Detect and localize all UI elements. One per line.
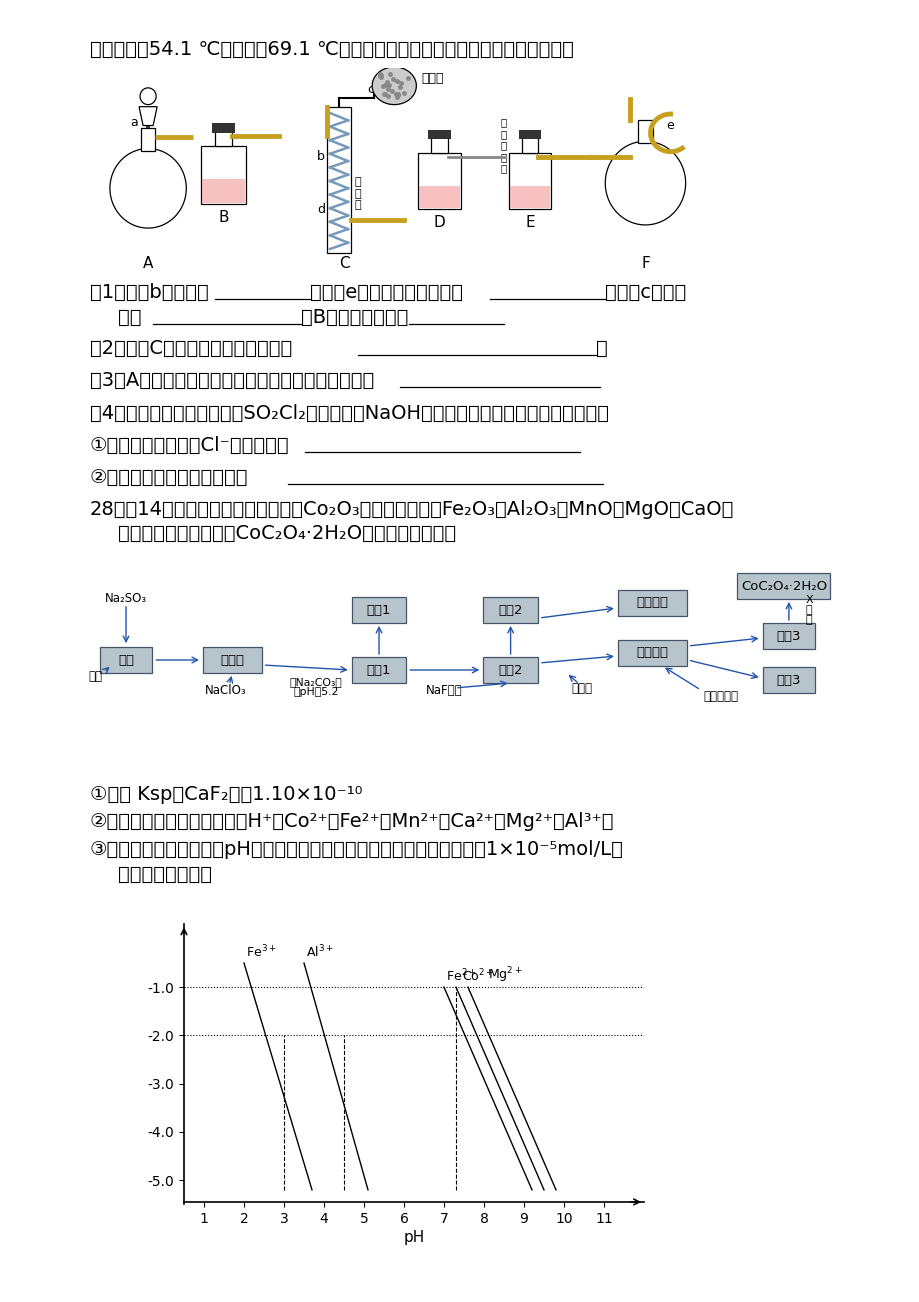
FancyBboxPatch shape xyxy=(618,590,686,616)
Text: 杂质。用该鬈矿石制取CoC₂O₄·2H₂O的工艺流程如下：: 杂质。用该鬈矿石制取CoC₂O₄·2H₂O的工艺流程如下： xyxy=(118,523,456,543)
FancyBboxPatch shape xyxy=(203,647,261,673)
Polygon shape xyxy=(140,87,156,104)
FancyBboxPatch shape xyxy=(762,667,814,693)
Text: 。仪器c的作用: 。仪器c的作用 xyxy=(605,283,686,302)
Polygon shape xyxy=(428,130,450,139)
Text: ①检验溶液乙中存在Cl⁻的方法是：: ①检验溶液乙中存在Cl⁻的方法是： xyxy=(90,436,289,454)
Text: 是：: 是： xyxy=(118,309,142,327)
Text: E: E xyxy=(525,215,534,230)
Text: e: e xyxy=(666,118,674,132)
Text: 萃后余液: 萃后余液 xyxy=(636,647,667,660)
Text: Na₂SO₃: Na₂SO₃ xyxy=(105,591,147,604)
Text: 沉淀3: 沉淀3 xyxy=(776,629,800,642)
Text: ①已知 Ksp（CaF₂）＝1.10×10⁻¹⁰: ①已知 Ksp（CaF₂）＝1.10×10⁻¹⁰ xyxy=(90,785,362,805)
Polygon shape xyxy=(418,152,460,210)
Polygon shape xyxy=(215,130,232,146)
Text: 干燥剂: 干燥剂 xyxy=(421,72,443,85)
Text: 沉淀1: 沉淀1 xyxy=(367,604,391,617)
Polygon shape xyxy=(201,146,245,204)
FancyBboxPatch shape xyxy=(762,622,814,648)
FancyBboxPatch shape xyxy=(351,598,406,622)
Text: C: C xyxy=(338,256,349,271)
Polygon shape xyxy=(637,120,652,143)
Polygon shape xyxy=(419,185,460,208)
Polygon shape xyxy=(372,66,416,104)
Polygon shape xyxy=(326,107,351,253)
Polygon shape xyxy=(212,124,234,133)
Text: 。B中装的试剂是：: 。B中装的试剂是： xyxy=(301,309,408,327)
Text: 操: 操 xyxy=(805,615,811,625)
Text: （3）A装置是实验室制无色气体甲，其化学方程式：: （3）A装置是实验室制无色气体甲，其化学方程式： xyxy=(90,371,374,391)
Text: 活
性
炭: 活 性 炭 xyxy=(354,177,360,210)
Text: 的燕点为－54.1 ℃，沸点为69.1 ℃，遇水能发生剧烈的水解反应，并产生白雾。: 的燕点为－54.1 ℃，沸点为69.1 ℃，遇水能发生剧烈的水解反应，并产生白雾… xyxy=(90,40,573,59)
FancyBboxPatch shape xyxy=(618,641,686,667)
Text: （2）装置C中发生的反应方程式是：: （2）装置C中发生的反应方程式是： xyxy=(90,339,292,358)
Text: ②写出该反应的离子方程式：: ②写出该反应的离子方程式： xyxy=(90,467,248,487)
Text: ，: ， xyxy=(596,339,607,358)
Text: 钴矿: 钴矿 xyxy=(118,654,134,667)
Polygon shape xyxy=(518,130,540,139)
Text: 浸出液: 浸出液 xyxy=(220,654,244,667)
Text: 盐酸: 盐酸 xyxy=(88,669,103,682)
FancyBboxPatch shape xyxy=(736,573,830,599)
Text: X: X xyxy=(804,595,812,605)
Polygon shape xyxy=(509,185,550,208)
Text: NaF溶液: NaF溶液 xyxy=(425,684,461,697)
Text: ，仪器e中的导管的作用是：: ，仪器e中的导管的作用是： xyxy=(310,283,462,302)
Text: NaClO₃: NaClO₃ xyxy=(204,684,245,697)
Polygon shape xyxy=(146,125,150,128)
Text: d: d xyxy=(316,203,324,216)
Text: 萃取剂: 萃取剂 xyxy=(571,681,591,694)
Polygon shape xyxy=(508,152,550,210)
Polygon shape xyxy=(605,141,685,225)
Text: D: D xyxy=(433,215,445,230)
Polygon shape xyxy=(431,137,447,152)
Text: 节pH至5.2: 节pH至5.2 xyxy=(293,687,338,697)
Text: ②浸出液中含有阳离子主要有H⁺、Co²⁺、Fe²⁺、Mn²⁺、Ca²⁺、Mg²⁺、Al³⁺等: ②浸出液中含有阳离子主要有H⁺、Co²⁺、Fe²⁺、Mn²⁺、Ca²⁺、Mg²⁺… xyxy=(90,812,614,831)
FancyBboxPatch shape xyxy=(99,647,153,673)
Text: b: b xyxy=(317,151,324,164)
Text: 草酸铵溶液: 草酸铵溶液 xyxy=(703,690,738,703)
Text: 沉淀2: 沉淀2 xyxy=(498,604,522,617)
Text: c: c xyxy=(367,83,374,96)
Text: 滤液2: 滤液2 xyxy=(498,664,522,677)
Polygon shape xyxy=(139,107,157,125)
X-axis label: pH: pH xyxy=(403,1230,425,1245)
Text: 萃取剂层: 萃取剂层 xyxy=(636,596,667,609)
Text: 饱
和
食
盐
水: 饱 和 食 盐 水 xyxy=(500,117,506,173)
Text: Mg$^{2+}$: Mg$^{2+}$ xyxy=(487,965,522,984)
Text: ③部分阳离子浓度对数与pH关系坐标如图（通常认为溶液中离子浓度小于1×10⁻⁵mol/L时: ③部分阳离子浓度对数与pH关系坐标如图（通常认为溶液中离子浓度小于1×10⁻⁵m… xyxy=(90,840,623,859)
Text: Fe$^{3+}$: Fe$^{3+}$ xyxy=(245,944,277,961)
FancyBboxPatch shape xyxy=(482,658,538,684)
Polygon shape xyxy=(110,148,186,228)
Text: 加Na₂CO₃调: 加Na₂CO₃调 xyxy=(289,677,342,687)
FancyBboxPatch shape xyxy=(482,598,538,622)
Text: （1）仪器b的名称：: （1）仪器b的名称： xyxy=(90,283,209,302)
Text: 28。（14分）某鬈矿石的主要成分为Co₂O₃，同时含有少量Fe₂O₃、Al₂O₃、MnO、MgO、CaO等: 28。（14分）某鬈矿石的主要成分为Co₂O₃，同时含有少量Fe₂O₃、Al₂O… xyxy=(90,500,733,519)
Text: Co$^{2+}$: Co$^{2+}$ xyxy=(461,969,494,984)
Text: 滤液3: 滤液3 xyxy=(776,673,800,686)
Text: 滤液1: 滤液1 xyxy=(367,664,391,677)
Text: A: A xyxy=(142,256,153,271)
Text: 称为沉淠完全）：: 称为沉淠完全）： xyxy=(118,865,211,884)
Text: a: a xyxy=(130,116,138,129)
Text: CoC₂O₄·2H₂O: CoC₂O₄·2H₂O xyxy=(740,579,826,592)
Polygon shape xyxy=(521,137,538,152)
Text: B: B xyxy=(218,210,229,225)
Polygon shape xyxy=(202,178,244,203)
Polygon shape xyxy=(141,128,155,151)
Text: Al$^{3+}$: Al$^{3+}$ xyxy=(306,944,334,961)
Text: F: F xyxy=(641,256,649,271)
FancyBboxPatch shape xyxy=(351,658,406,684)
Text: 作: 作 xyxy=(805,605,811,615)
Text: Fe$^{2+}$: Fe$^{2+}$ xyxy=(446,969,476,984)
Text: （4）分离产物后，向获得的SO₂Cl₂中加入足量NaOH溶液，振荡、静止得到无色溶液乙。: （4）分离产物后，向获得的SO₂Cl₂中加入足量NaOH溶液，振荡、静止得到无色… xyxy=(90,404,608,423)
